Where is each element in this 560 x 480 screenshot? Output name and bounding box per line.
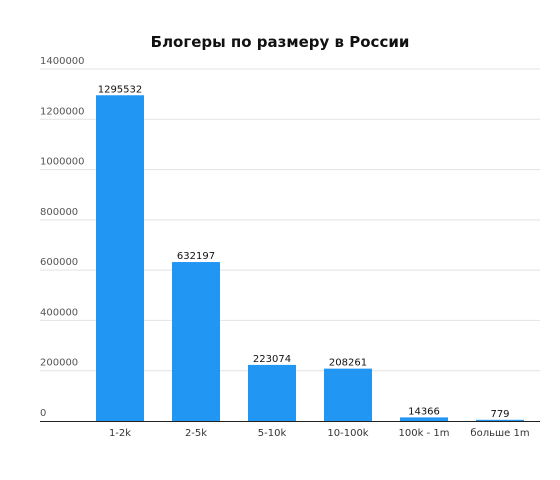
y-tick-label: 1400000 xyxy=(40,56,85,67)
bar xyxy=(248,364,296,421)
bar xyxy=(324,368,372,421)
data-label: 1295532 xyxy=(98,84,143,95)
bar xyxy=(400,417,448,421)
y-tick-label: 0 xyxy=(40,408,46,419)
x-tick-label: 100k - 1m xyxy=(399,428,450,439)
data-label: 223074 xyxy=(253,354,291,365)
bar xyxy=(476,419,524,421)
x-tick-label: 10-100k xyxy=(327,428,368,439)
data-label: 779 xyxy=(490,409,509,420)
bar xyxy=(172,262,220,421)
bars xyxy=(96,95,524,422)
data-label: 14366 xyxy=(408,406,440,417)
y-tick-label: 200000 xyxy=(40,358,78,369)
y-tick-label: 600000 xyxy=(40,257,78,268)
x-tick-label: 1-2k xyxy=(109,428,131,439)
x-axis: 1-2k 2-5k 5-10k 10-100k 100k - 1m больше 1m xyxy=(40,421,540,439)
y-tick-label: 400000 xyxy=(40,307,78,318)
y-tick-label: 1000000 xyxy=(40,157,85,168)
data-label: 632197 xyxy=(177,251,215,262)
y-tick-label: 800000 xyxy=(40,207,78,218)
x-tick-label: больше 1m xyxy=(470,428,529,439)
chart-title: Блогеры по размеру в России xyxy=(151,33,410,51)
bar xyxy=(96,95,144,422)
y-axis: 0 200000 400000 600000 800000 1000000 1200000 1… xyxy=(40,56,85,419)
x-tick-label: 2-5k xyxy=(185,428,207,439)
x-tick-label: 5-10k xyxy=(258,428,287,439)
data-labels: 1295532 632197 223074 208261 14366 779 xyxy=(98,84,510,420)
data-label: 208261 xyxy=(329,358,367,369)
y-tick-label: 1200000 xyxy=(40,106,85,117)
